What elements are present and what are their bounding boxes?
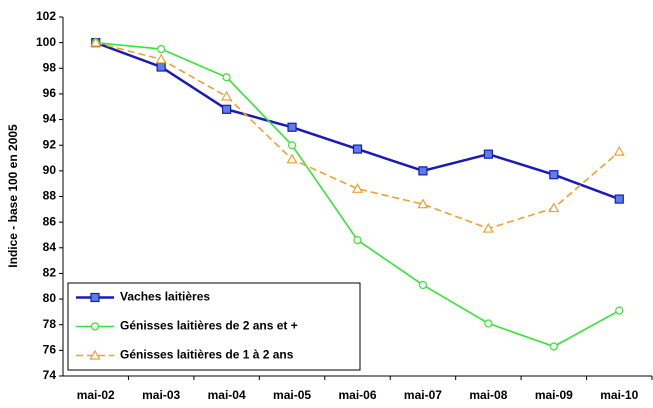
- y-tick-label: 100: [36, 35, 56, 49]
- marker: [90, 36, 102, 47]
- legend-label: Vaches laitières: [120, 290, 210, 304]
- marker: [549, 170, 559, 180]
- marker: [418, 166, 428, 176]
- y-tick-label: 98: [43, 60, 57, 74]
- legend-marker: [90, 322, 100, 331]
- marker: [221, 90, 233, 101]
- marker: [613, 145, 625, 156]
- y-tick-label: 90: [43, 163, 57, 177]
- y-tick-label: 96: [43, 86, 57, 100]
- y-tick-label: 84: [43, 240, 57, 254]
- marker: [548, 202, 560, 213]
- y-tick-label: 102: [36, 9, 56, 23]
- y-tick-label: 82: [43, 266, 57, 280]
- marker: [484, 319, 493, 328]
- marker: [351, 183, 364, 193]
- marker: [286, 153, 298, 164]
- x-tick-label: mai-05: [273, 388, 311, 402]
- marker: [482, 222, 494, 233]
- marker: [615, 306, 624, 315]
- x-tick-label: mai-08: [469, 388, 507, 402]
- y-tick-label: 88: [43, 189, 57, 203]
- marker: [222, 104, 232, 114]
- x-tick-label: mai-07: [404, 388, 442, 402]
- marker: [287, 141, 297, 150]
- marker: [483, 149, 493, 159]
- legend-label: Génisses laitières de 2 ans et +: [120, 319, 298, 333]
- marker: [156, 62, 166, 72]
- y-tick-label: 86: [43, 214, 57, 228]
- legend-marker: [89, 349, 101, 360]
- legend-marker: [90, 292, 100, 303]
- x-tick-label: mai-06: [338, 388, 376, 402]
- y-tick-label: 76: [43, 343, 57, 357]
- x-tick-label: mai-03: [142, 388, 180, 402]
- marker: [352, 144, 363, 154]
- marker: [155, 53, 167, 64]
- line: [95, 41, 620, 230]
- y-tick-label: 80: [43, 291, 57, 305]
- x-tick-label: mai-10: [600, 388, 638, 402]
- legend-label: Génisses laitières de 1 à 2 ans: [120, 348, 294, 362]
- marker: [418, 280, 428, 290]
- marker: [353, 235, 362, 245]
- y-tick-label: 94: [43, 112, 57, 126]
- marker: [287, 122, 297, 132]
- marker: [614, 194, 624, 204]
- marker: [157, 44, 166, 54]
- x-tick-label: mai-09: [535, 388, 573, 402]
- y-tick-label: 78: [43, 317, 57, 331]
- y-tick-label: 92: [43, 137, 57, 151]
- y-axis-label: Indice - base 100 en 2005: [6, 124, 20, 268]
- marker: [222, 73, 231, 82]
- marker: [549, 342, 558, 351]
- x-tick-label: mai-02: [77, 388, 115, 402]
- marker: [417, 198, 429, 209]
- legend-box: [67, 282, 361, 371]
- x-tick-label: mai-04: [208, 388, 246, 402]
- y-tick-label: 74: [43, 368, 57, 382]
